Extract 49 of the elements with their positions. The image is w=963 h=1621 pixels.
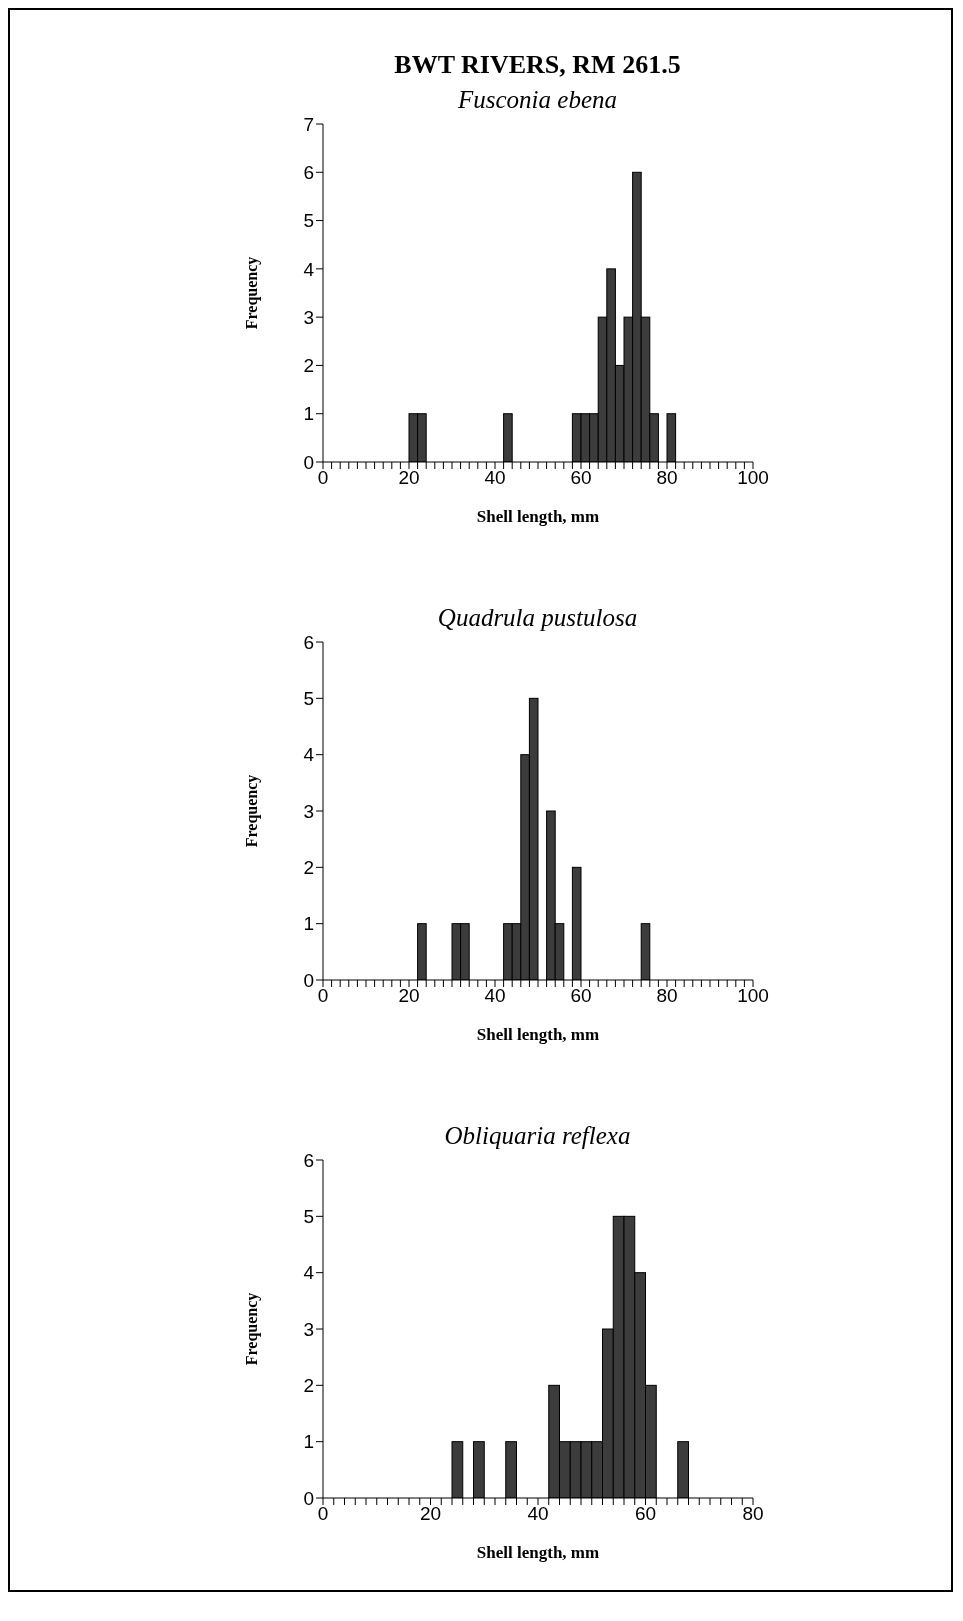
y-axis-title: Frequency xyxy=(242,774,261,848)
y-tick-label: 2 xyxy=(302,857,314,879)
x-tick-label: 0 xyxy=(317,467,328,489)
y-tick-label: 2 xyxy=(302,1375,314,1397)
x-tick-label: 80 xyxy=(655,985,678,1007)
y-tick-label: 3 xyxy=(302,306,314,328)
x-axis-title: Shell length, mm xyxy=(476,1025,599,1044)
chart-title: BWT RIVERS, RM 261.5 xyxy=(394,50,681,80)
x-tick-label: 0 xyxy=(317,985,328,1007)
x-tick-label: 80 xyxy=(655,467,678,489)
x-tick-label: 20 xyxy=(397,985,420,1007)
y-tick-label: 5 xyxy=(302,1206,314,1228)
y-tick-label: 0 xyxy=(302,969,314,991)
x-axis-title: Shell length, mm xyxy=(476,507,599,526)
chart-title: Obliquaria reflexa xyxy=(444,1122,631,1150)
y-tick-label: 6 xyxy=(302,162,314,184)
x-tick-label: 40 xyxy=(526,1503,549,1525)
y-tick-label: 1 xyxy=(302,913,314,935)
x-tick-label: 60 xyxy=(569,985,592,1007)
y-tick-label: 4 xyxy=(302,744,314,766)
x-tick-label: 40 xyxy=(483,985,506,1007)
y-tick-label: 1 xyxy=(302,403,314,425)
y-tick-label: 6 xyxy=(302,631,314,653)
x-tick-label: 20 xyxy=(397,467,420,489)
y-tick-label: 5 xyxy=(302,688,314,710)
x-tick-label: 0 xyxy=(317,1503,328,1525)
x-tick-label: 60 xyxy=(634,1503,656,1525)
x-tick-label: 80 xyxy=(741,1503,764,1525)
x-tick-label: 100 xyxy=(736,467,769,489)
y-tick-label: 0 xyxy=(302,1487,314,1509)
y-tick-label: 5 xyxy=(302,210,314,232)
x-tick-label: 20 xyxy=(419,1503,441,1525)
x-tick-label: 100 xyxy=(736,985,769,1007)
x-tick-label: 40 xyxy=(483,467,506,489)
y-tick-label: 1 xyxy=(302,1431,314,1453)
y-tick-label: 0 xyxy=(302,451,314,473)
chart-subtitle: Fusconia ebena xyxy=(458,86,617,114)
x-axis-title: Shell length, mm xyxy=(476,1543,599,1562)
y-tick-label: 4 xyxy=(302,258,314,280)
y-tick-label: 2 xyxy=(302,355,314,377)
y-tick-label: 6 xyxy=(302,1149,314,1171)
x-tick-label: 60 xyxy=(569,467,592,489)
y-tick-label: 7 xyxy=(302,113,314,135)
y-tick-label: 3 xyxy=(302,1318,314,1340)
y-axis-title: Frequency xyxy=(242,1292,261,1366)
chart-title: Quadrula pustulosa xyxy=(437,604,638,632)
y-tick-label: 4 xyxy=(302,1262,314,1284)
y-axis-title: Frequency xyxy=(242,256,261,330)
y-tick-label: 3 xyxy=(302,800,314,822)
